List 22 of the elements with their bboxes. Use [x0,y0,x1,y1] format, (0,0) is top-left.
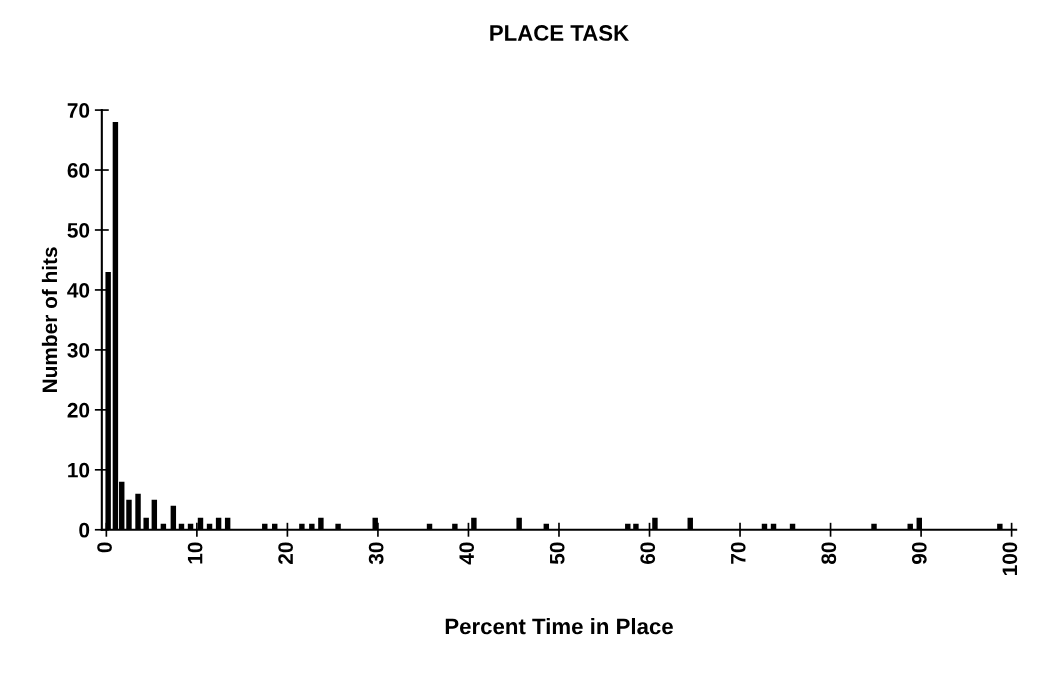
x-tick-label: 40 [459,542,475,565]
y-tick-label: 60 [67,163,90,178]
y-tick-label: 30 [67,342,90,358]
x-tick-label: 10 [187,542,203,564]
y-tick-label: 70 [67,103,90,118]
x-tick-label: 30 [368,542,384,565]
y-axis-title: Number of hits [41,247,58,393]
x-axis-title: Percent Time in Place [445,617,673,635]
x-tick-label: 70 [730,542,746,564]
x-tick-label: 50 [549,542,565,565]
x-tick-label: 90 [911,542,927,565]
y-tick-label: 50 [67,222,90,238]
y-tick-label: 40 [67,282,90,298]
y-tick-label: 10 [68,462,90,478]
y-tick-label: 20 [67,402,90,418]
x-tick-label: 100 [1002,542,1018,576]
chart-title: PLACE TASK [490,25,629,41]
x-tick-label: 20 [278,542,293,565]
x-tick-label: 60 [640,542,656,564]
x-tick-label: 0 [97,542,112,553]
x-tick-label: 80 [821,542,837,565]
y-tick-label: 0 [79,522,90,538]
